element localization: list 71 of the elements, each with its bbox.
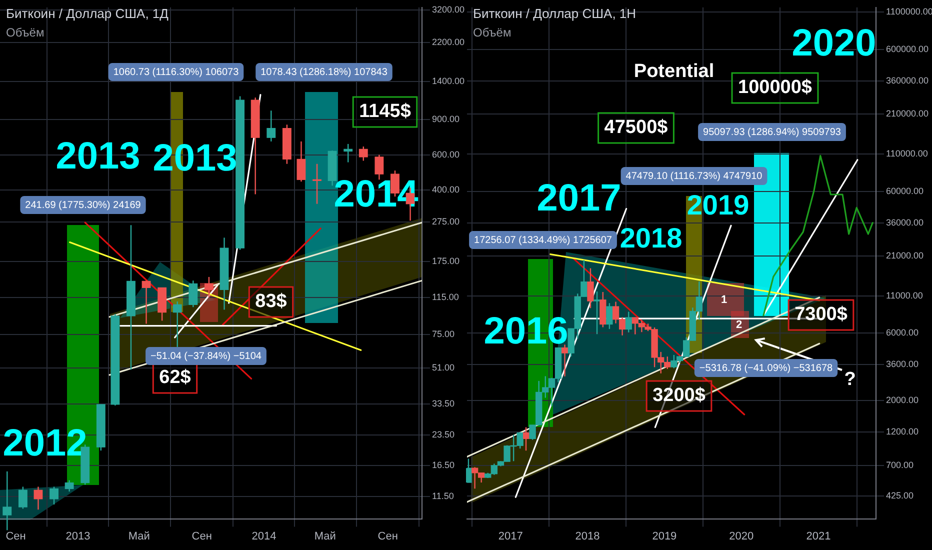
y-tick-label: 600.00 bbox=[432, 149, 460, 160]
text: Объём bbox=[6, 25, 44, 40]
y-tick-label: 11.50 bbox=[432, 491, 454, 502]
annotation: 1060.73 (1116.30%) 106073 bbox=[113, 66, 240, 78]
y-tick-label: 275.00 bbox=[432, 216, 460, 227]
y-tick-label: 900.00 bbox=[432, 114, 460, 124]
y-tick-label: 115.00 bbox=[432, 292, 459, 302]
y-tick-label: 1400.00 bbox=[432, 76, 465, 86]
annotation: 62$ bbox=[159, 367, 192, 388]
annotation: 47479.10 (1116.73%) 4747910 bbox=[626, 170, 763, 182]
y-tick-label: 700.00 bbox=[886, 460, 914, 470]
x-tick-label: 2017 bbox=[498, 530, 523, 542]
y-tick-label: 175.00 bbox=[432, 256, 460, 266]
y-tick-label: 11000.00 bbox=[886, 290, 923, 300]
y-tick-label: 36000.00 bbox=[886, 217, 924, 228]
y-tick-label: 360000.00 bbox=[886, 76, 929, 86]
y-tick-label: 210000.00 bbox=[886, 108, 929, 119]
y-tick-label: 425.00 bbox=[886, 490, 914, 501]
annotation: 2013 bbox=[56, 135, 140, 178]
y-tick-label: 1200.00 bbox=[886, 426, 919, 437]
y-tick-label: 75.00 bbox=[432, 329, 455, 340]
y-tick-label: 23.50 bbox=[432, 429, 455, 440]
x-tick-label: Сен bbox=[6, 530, 26, 542]
annotation: 2016 bbox=[484, 310, 568, 352]
x-tick-label: Сен bbox=[378, 530, 398, 542]
x-tick-label: Май bbox=[128, 530, 150, 542]
y-tick-label: 60000.00 bbox=[886, 186, 924, 196]
annotation: 7300$ bbox=[794, 304, 848, 326]
x-tick-label: 2020 bbox=[729, 530, 754, 542]
annotation: 2019 bbox=[686, 190, 750, 221]
x-tick-label: Сен bbox=[192, 530, 212, 542]
annotation: 3200$ bbox=[652, 385, 706, 406]
x-tick-label: 2018 bbox=[575, 530, 600, 542]
annotation: 47500$ bbox=[604, 117, 668, 138]
y-tick-label: 21000.00 bbox=[886, 250, 924, 260]
annotation: Potential bbox=[634, 61, 714, 82]
y-tick-label: 3200.00 bbox=[432, 4, 465, 15]
annotation: 2020 bbox=[792, 22, 876, 64]
x-tick-label: 2013 bbox=[66, 530, 90, 542]
y-tick-label: 2000.00 bbox=[886, 395, 919, 406]
annotation: 2017 bbox=[536, 177, 622, 220]
annotation: 100000$ bbox=[738, 77, 812, 98]
chart-title: Биткоин / Доллар США, 1Н bbox=[473, 6, 636, 22]
annotation: −51.04 (−37.84%) −5104 bbox=[150, 350, 262, 362]
y-tick-label: 2200.00 bbox=[432, 36, 465, 47]
annotation: 2018 bbox=[620, 222, 682, 254]
x-tick-label: 2021 bbox=[806, 530, 831, 542]
y-tick-label: 33.50 bbox=[432, 398, 455, 409]
y-tick-label: 3600.00 bbox=[886, 359, 919, 370]
annotation: 1078.43 (1286.18%) 107843 bbox=[260, 66, 388, 78]
chart-title: Биткоин / Доллар США, 1Д bbox=[6, 6, 169, 22]
annotation: 17256.07 (1334.49%) 1725607 bbox=[474, 234, 612, 246]
annotation: 1 bbox=[720, 294, 728, 306]
y-tick-label: 51.00 bbox=[432, 362, 455, 372]
annotation: 83$ bbox=[255, 291, 288, 312]
y-tick-label: 400.00 bbox=[432, 184, 460, 194]
annotation: 1145$ bbox=[359, 101, 412, 122]
text: Объём bbox=[473, 25, 512, 40]
y-tick-label: 110000.00 bbox=[886, 148, 928, 158]
y-tick-label: 16.50 bbox=[432, 460, 455, 470]
x-tick-label: 2019 bbox=[652, 530, 677, 542]
annotation: 2 bbox=[736, 319, 742, 332]
y-tick-label: 600000.00 bbox=[886, 44, 929, 54]
y-tick-label: 6000.00 bbox=[886, 328, 919, 338]
annotation: 2012 bbox=[2, 422, 88, 464]
annotation: 95097.93 (1286.94%) 9509793 bbox=[703, 126, 842, 138]
x-tick-label: 2014 bbox=[252, 530, 276, 542]
annotation: −5316.78 (−41.09%) −531678 bbox=[699, 362, 834, 374]
annotation: 241.69 (1775.30%) 24169 bbox=[25, 200, 142, 211]
x-tick-label: Май bbox=[314, 530, 336, 542]
annotation: ? bbox=[844, 369, 856, 390]
